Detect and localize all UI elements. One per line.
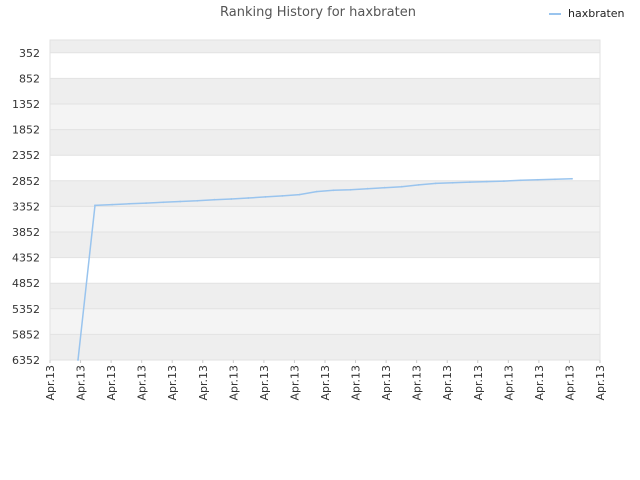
x-tick-label: Apr.13 [44,365,57,401]
data-point [77,359,79,361]
plot-band [50,78,600,104]
chart-title: Ranking History for haxbraten [220,5,416,20]
y-tick-label: 5852 [12,328,40,341]
x-tick-label: Apr.13 [411,365,424,401]
y-tick-label: 6352 [12,354,40,367]
plot-band [50,257,600,284]
data-point [383,186,386,189]
x-tick-label: Apr.13 [288,365,301,401]
data-point [281,195,284,197]
plot-band [50,206,600,232]
data-point [179,200,182,203]
data-point [162,201,165,204]
data-point [332,189,335,192]
data-point [520,179,522,182]
data-point [298,193,301,196]
plot-bands [50,40,600,360]
plot-band [50,40,600,53]
data-point [434,182,437,185]
x-tick-label: Apr.13 [227,365,240,401]
y-tick-label: 4852 [12,277,40,290]
data-point [349,188,352,191]
data-point [196,199,199,202]
data-point [315,190,318,193]
x-tick-label: Apr.13 [75,365,88,401]
x-tick-label: Apr.13 [594,365,607,401]
data-point [503,180,505,183]
x-tick-label: Apr.13 [533,365,546,401]
x-axis: Apr.13 Apr.13 Apr.13 Apr.13 Apr.13 Apr.13 Apr.… [44,360,607,401]
data-point [417,184,420,186]
data-point [400,185,403,188]
y-tick-label: 852 [19,72,40,85]
data-point [247,197,250,199]
x-tick-label: Apr.13 [197,365,210,401]
data-point [366,187,369,190]
series-layer [77,177,573,361]
data-point [145,202,148,205]
data-point [468,181,471,184]
data-point [451,181,454,184]
data-point [537,178,539,181]
plot-band [50,104,600,130]
y-tick-label: 3352 [12,200,40,213]
y-tick-label: 1352 [12,98,40,111]
y-tick-label: 352 [19,47,40,60]
data-point [128,202,131,205]
x-tick-label: Apr.13 [472,365,485,401]
data-point [485,180,488,183]
x-tick-label: Apr.13 [105,365,118,401]
y-tick-label: 5352 [12,303,40,316]
x-tick-label: Apr.13 [502,365,515,401]
data-point [230,198,233,200]
plot-band [50,283,600,309]
data-point [111,203,113,206]
plot-band [50,155,600,181]
x-tick-label: Apr.13 [258,365,271,401]
plot-band [50,180,600,207]
y-tick-label: 3852 [12,226,40,239]
legend-label: haxbraten [568,7,625,20]
y-tick-label: 2852 [12,175,40,188]
x-tick-label: Apr.13 [136,365,149,401]
data-point [94,204,96,207]
y-tick-label: 2352 [12,149,40,162]
y-tick-label: 1852 [12,124,40,137]
x-tick-label: Apr.13 [319,365,332,401]
plot-band [50,232,600,258]
series-line [77,178,573,361]
plot-band [50,52,600,79]
plot-band [50,129,600,156]
data-point [264,196,267,198]
x-tick-label: Apr.13 [380,365,393,401]
y-tick-label: 4352 [12,252,40,265]
x-tick-label: Apr.13 [563,365,576,401]
y-axis: 352 852 1352 1852 2352 2852 3352 3852 4352 4852 53… [12,47,40,367]
data-point [571,177,573,180]
data-point [554,178,556,181]
x-tick-label: Apr.13 [350,365,363,401]
plot-band [50,308,600,335]
x-tick-label: Apr.13 [166,365,179,401]
x-tick-label: Apr.13 [441,365,454,401]
legend: haxbraten [549,7,625,20]
data-point [213,198,216,201]
plot-band [50,334,600,360]
